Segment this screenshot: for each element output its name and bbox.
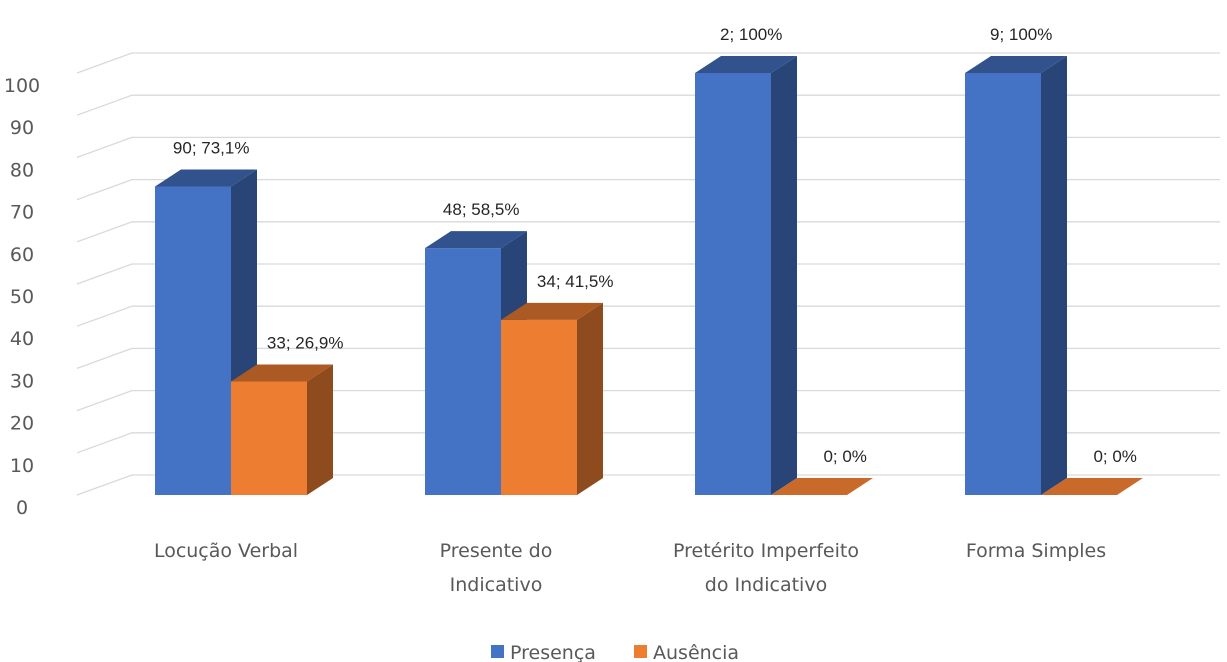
gridline bbox=[76, 52, 1220, 74]
gridlines bbox=[76, 52, 1220, 496]
y-axis-tick-labels: 0 10 20 30 40 50 60 70 80 90 100 bbox=[4, 75, 40, 519]
legend-label: Ausência bbox=[653, 642, 739, 662]
category-label: Forma Simples bbox=[966, 540, 1106, 562]
legend: Presença Ausência bbox=[491, 642, 739, 662]
data-label: 33; 26,9% bbox=[267, 333, 344, 352]
y-tick-label: 10 bbox=[10, 455, 34, 477]
data-label: 90; 73,1% bbox=[173, 139, 250, 158]
y-tick-label: 30 bbox=[10, 370, 34, 392]
legend-label: Presença bbox=[510, 642, 596, 662]
gridline bbox=[76, 305, 1220, 327]
legend-item-ausencia: Ausência bbox=[634, 642, 739, 662]
bar-ausencia bbox=[231, 364, 333, 495]
y-tick-label: 20 bbox=[10, 413, 34, 435]
y-tick-label: 70 bbox=[10, 202, 34, 224]
data-label: 34; 41,5% bbox=[537, 272, 614, 291]
data-label: 48; 58,5% bbox=[443, 200, 520, 219]
y-tick-label: 60 bbox=[10, 244, 34, 266]
gridline bbox=[76, 389, 1220, 412]
category-label: Pretérito Imperfeito do Indicativo bbox=[673, 540, 859, 596]
gridline bbox=[76, 136, 1220, 159]
gridline bbox=[76, 474, 1220, 496]
y-tick-label: 80 bbox=[10, 159, 34, 181]
legend-swatch bbox=[491, 645, 504, 658]
y-tick-label: 40 bbox=[10, 328, 34, 350]
y-tick-label: 50 bbox=[10, 286, 34, 308]
data-labels: 90; 73,1% 33; 26,9% 48; 58,5% 34; 41,5% 2; 1… bbox=[173, 25, 1137, 466]
bar-ausencia bbox=[1041, 478, 1143, 495]
data-label: 0; 0% bbox=[823, 447, 866, 466]
bar-ausencia bbox=[501, 302, 603, 495]
data-label: 2; 100% bbox=[720, 25, 782, 44]
gridline bbox=[76, 178, 1220, 201]
y-tick-label: 0 bbox=[16, 497, 28, 519]
category-label: Presente do Indicativo bbox=[440, 540, 553, 596]
gridline bbox=[76, 221, 1220, 243]
legend-swatch bbox=[634, 645, 647, 658]
data-label: 9; 100% bbox=[990, 25, 1052, 44]
bar-ausencia bbox=[771, 478, 873, 495]
gridline bbox=[76, 432, 1220, 454]
legend-item-presenca: Presença bbox=[491, 642, 596, 662]
category-label: Locução Verbal bbox=[154, 540, 298, 562]
gridline bbox=[76, 347, 1220, 370]
data-label: 0; 0% bbox=[1093, 447, 1136, 466]
gridline bbox=[76, 263, 1220, 285]
gridline bbox=[76, 94, 1220, 116]
bar-presenca bbox=[965, 56, 1067, 495]
bars bbox=[155, 56, 1143, 495]
y-tick-label: 100 bbox=[4, 75, 40, 97]
category-labels: Locução Verbal Presente do Indicativo Preté… bbox=[154, 540, 1106, 596]
y-tick-label: 90 bbox=[10, 117, 34, 139]
bar-presenca bbox=[695, 56, 797, 495]
